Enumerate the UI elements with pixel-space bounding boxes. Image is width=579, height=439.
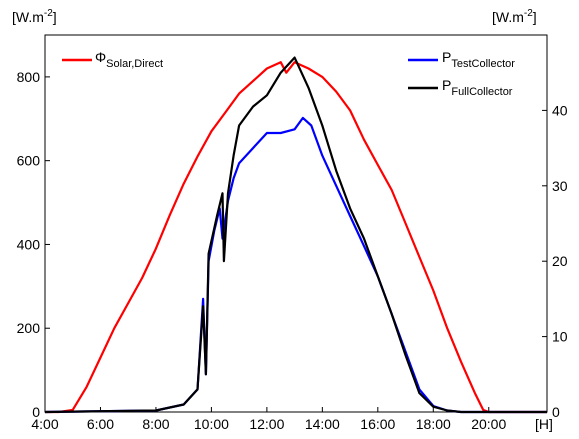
y-right-tick-label: 0	[552, 404, 560, 420]
x-tick-label: 14:00	[305, 416, 340, 432]
x-axis-unit: [H]	[535, 416, 553, 432]
series-line-solardirect	[45, 61, 547, 414]
y-right-tick-label: 10	[552, 329, 568, 345]
x-tick-label: 18:00	[416, 416, 451, 432]
legend: ΦSolar,Direct PTestCollector PFullCollecto…	[62, 49, 515, 98]
y-right-tick-label: 40	[552, 102, 568, 118]
plot-frame	[44, 34, 548, 413]
x-tick-label: 16:00	[360, 416, 395, 432]
x-tick-label: 12:00	[249, 416, 284, 432]
x-tick-label: 6:00	[87, 416, 114, 432]
legend-label: PFullCollector	[442, 77, 513, 98]
x-tick-label: 10:00	[194, 416, 229, 432]
series-line-fullcollector	[44, 56, 547, 414]
series-line-testcollector	[44, 116, 547, 414]
series-lines	[44, 56, 547, 414]
right-axis-unit: [W.m-2]	[492, 8, 537, 25]
y-right-tick-label: 20	[552, 253, 568, 269]
x-tick-label: 20:00	[471, 416, 506, 432]
left-axis-unit: [W.m-2]	[12, 8, 57, 25]
y-right-tick-label: 30	[552, 178, 568, 194]
legend-label: ΦSolar,Direct	[95, 49, 163, 70]
y-left-tick-label: 400	[17, 236, 41, 252]
y-left-tick-label: 200	[17, 320, 41, 336]
x-tick-label: 4:00	[31, 416, 58, 432]
y-left-tick-label: 0	[32, 404, 40, 420]
y-left-tick-label: 600	[17, 153, 41, 169]
legend-label: PTestCollector	[442, 49, 515, 70]
x-tick-label: 8:00	[142, 416, 169, 432]
y-left-tick-label: 800	[17, 69, 41, 85]
